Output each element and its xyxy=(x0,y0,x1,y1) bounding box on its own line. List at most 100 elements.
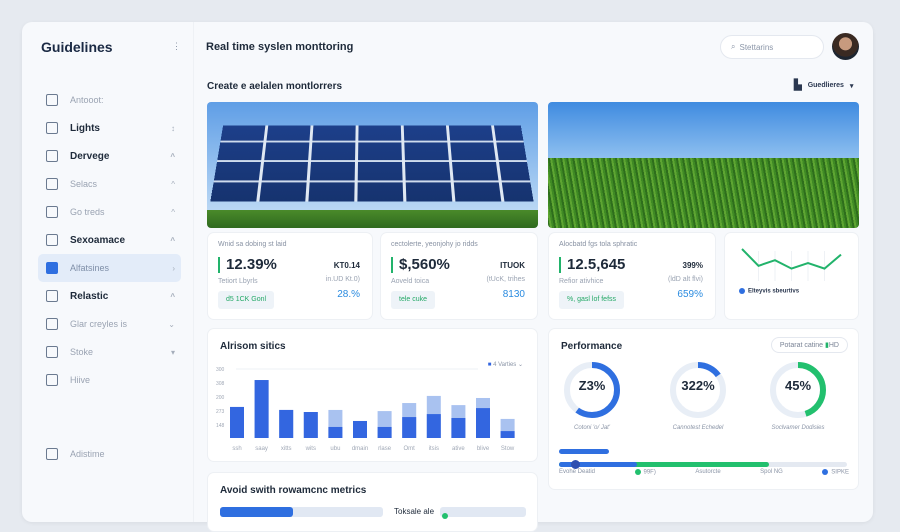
x-tick-label: dmain xyxy=(352,446,368,452)
period-pill[interactable]: Potarat catine ▮HD xyxy=(771,337,848,353)
sidebar-item-alfatsines[interactable]: Alfatsines › xyxy=(38,254,181,282)
gauge-label: Soclvamer Dodisies xyxy=(752,425,844,431)
bar-dark xyxy=(279,410,293,438)
x-tick-label: xitts xyxy=(281,446,292,452)
chevron-icon[interactable]: ^ xyxy=(170,236,175,245)
chevron-icon[interactable]: ⌄ xyxy=(168,320,175,329)
nav-icon xyxy=(46,346,58,358)
search-input[interactable]: ⌕ Stettarins xyxy=(720,35,824,59)
stat-r1: KT0.14 xyxy=(334,261,360,270)
legend-dot xyxy=(739,288,745,294)
bar-dark xyxy=(230,407,244,438)
metrics-progress xyxy=(220,507,383,517)
gauge-label: Cotoni 'o/ Jat' xyxy=(546,425,638,431)
guidelines-dropdown[interactable]: ▙ Guedlieres ▾ xyxy=(794,80,853,91)
sidebar-item-sexoamace[interactable]: Sexoamace ^ xyxy=(38,226,181,254)
metrics-title: Avoid swith rowamcnc metrics xyxy=(220,485,366,496)
bar-dark xyxy=(451,418,465,438)
sidebar-nav: Antooot: Lights ↕ Dervege ^ Selacs ^ Go treds ^ S… xyxy=(38,86,181,394)
bar-dark xyxy=(353,421,367,438)
stat-sub: Tetiort Lbyrls xyxy=(218,278,258,285)
chevron-icon[interactable]: › xyxy=(172,264,175,273)
y-tick-label: 308 xyxy=(216,381,225,387)
search-icon: ⌕ xyxy=(731,42,735,52)
progress-blue-short xyxy=(559,449,609,454)
chevron-icon[interactable]: ^ xyxy=(170,292,175,301)
sidebar-item-relastic[interactable]: Relastic ^ xyxy=(38,282,181,310)
stat-card: Wnid sa dobing st laid 12.39% Tetiort Lbyr… xyxy=(207,232,373,320)
x-tick-label: blive xyxy=(477,446,490,452)
stat-value: $,560% xyxy=(391,257,450,273)
chevron-icon[interactable]: ^ xyxy=(171,180,175,189)
app-window: Guidelines ⋮ Antooot: Lights ↕ Dervege ^ Sela… xyxy=(22,22,873,522)
stat-value: 12.39% xyxy=(218,257,277,273)
nav-icon xyxy=(46,94,58,106)
nav-icon xyxy=(46,234,58,246)
chart-icon: ▙ xyxy=(794,80,802,91)
stat-sub: Refior ativhice xyxy=(559,278,603,285)
chevron-icon[interactable]: ↕ xyxy=(171,124,175,133)
menu-icon[interactable]: ⋮ xyxy=(172,41,181,52)
sidebar-item-glar-creyles-is[interactable]: Glar creyles is ⌄ xyxy=(38,310,181,338)
bar-dark xyxy=(402,417,416,438)
bar-dark xyxy=(501,431,515,438)
y-tick-label: 273 xyxy=(216,409,225,415)
y-tick-label: 300 xyxy=(216,367,225,373)
x-tick-label: ubu xyxy=(330,446,340,452)
bar-dark xyxy=(328,427,342,438)
stat-change: 8130 xyxy=(503,289,525,300)
gauge: 45% Soclvamer Dodisies xyxy=(767,359,829,431)
nav-icon xyxy=(46,122,58,134)
stat-button[interactable]: d5 1CK Gonl xyxy=(218,291,274,309)
chevron-down-icon: ▾ xyxy=(850,82,854,90)
x-tick-label: Stow xyxy=(501,446,515,452)
bar-dark xyxy=(427,414,441,438)
sidebar-item-lights[interactable]: Lights ↕ xyxy=(38,114,181,142)
gauge-value: 45% xyxy=(767,378,829,393)
x-tick-label: Omt xyxy=(404,446,416,452)
x-tick-label: wits xyxy=(305,446,316,452)
nav-icon xyxy=(46,262,58,274)
y-tick-label: 148 xyxy=(216,423,225,429)
sidebar-item-stoke[interactable]: Stoke ▾ xyxy=(38,338,181,366)
sidebar-item-antooot-[interactable]: Antooot: xyxy=(38,86,181,114)
chevron-icon[interactable]: ▾ xyxy=(171,348,175,357)
stat-r1: 399% xyxy=(683,261,703,270)
sparkline xyxy=(737,243,847,283)
bar-dark xyxy=(476,408,490,438)
performance-card: Performance Potarat catine ▮HD Z3% Cotoni… xyxy=(548,328,859,490)
series-dropdown[interactable]: ■ 4 Varties ⌄ xyxy=(488,361,523,368)
progress-track[interactable] xyxy=(559,462,847,467)
image-icon xyxy=(46,448,58,460)
nav-icon xyxy=(46,206,58,218)
sidebar-item-dervege[interactable]: Dervege ^ xyxy=(38,142,181,170)
nav-icon xyxy=(46,178,58,190)
sidebar-item-adistime[interactable]: Adistime xyxy=(38,440,181,468)
bar-dark xyxy=(304,412,318,438)
metrics-card: Avoid swith rowamcnc metrics Toksale ale xyxy=(207,472,538,532)
avatar[interactable] xyxy=(832,33,859,60)
chevron-icon[interactable]: ^ xyxy=(170,152,175,161)
page-title: Real time syslen monttoring xyxy=(206,41,353,53)
brand-title: Guidelines xyxy=(41,39,113,55)
gauge-value: 322% xyxy=(667,378,729,393)
stat-value: 12.5,645 xyxy=(559,257,625,273)
bar-dark xyxy=(255,380,269,438)
nav-icon xyxy=(46,150,58,162)
sidebar-item-hiive[interactable]: Hiive xyxy=(38,366,181,394)
slider-handle[interactable] xyxy=(571,460,580,469)
grass-field-image xyxy=(548,102,859,228)
sidebar-item-go-treds[interactable]: Go treds ^ xyxy=(38,198,181,226)
sidebar-item-selacs[interactable]: Selacs ^ xyxy=(38,170,181,198)
nav-icon xyxy=(46,374,58,386)
x-tick-label: ssh xyxy=(232,446,241,452)
stat-button[interactable]: %, gasl lof fefss xyxy=(559,291,624,309)
y-tick-label: 200 xyxy=(216,395,225,401)
stat-button[interactable]: tele cuke xyxy=(391,291,435,309)
performance-legend: Evohe Deatid 99F) Asutorcte Spol NG SIPK… xyxy=(559,469,849,476)
stat-r1: ITUOK xyxy=(500,261,525,270)
chevron-icon[interactable]: ^ xyxy=(171,208,175,217)
stat-r2: in.UD Kt.0) xyxy=(326,276,360,283)
stat-change: 659% xyxy=(677,289,703,300)
stat-change: 28.% xyxy=(337,289,360,300)
